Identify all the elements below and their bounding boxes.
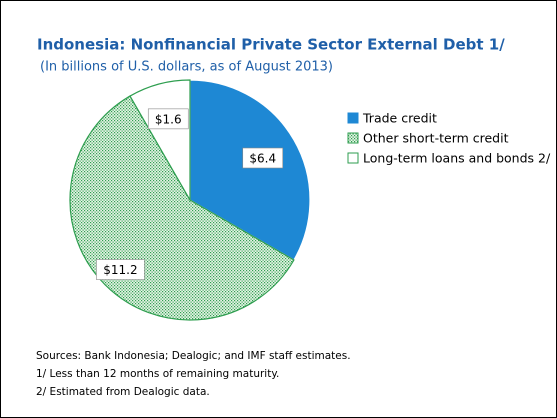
legend-swatch: [347, 112, 359, 124]
data-label-box: [147, 108, 189, 130]
data-label: $6.4: [249, 152, 276, 166]
legend-swatch: [347, 152, 359, 164]
data-label-box: [96, 259, 145, 280]
note: Sources: Bank Indonesia; Dealogic; and I…: [36, 350, 351, 362]
legend-label: Other short-term credit: [363, 131, 509, 146]
data-label: $1.6: [155, 112, 182, 126]
note: 2/ Estimated from Dealogic data.: [36, 386, 210, 398]
pie-slice: [189, 79, 311, 261]
data-label: $11.2: [103, 263, 137, 277]
data-label-box: [242, 147, 284, 169]
legend-label: Trade credit: [362, 111, 437, 126]
note: 1/ Less than 12 months of remaining matu…: [36, 368, 279, 380]
chart-title: Indonesia: Nonfinancial Private Sector E…: [37, 36, 505, 54]
legend-swatch: [347, 132, 359, 144]
chart-subtitle: (In billions of U.S. dollars, as of Augu…: [40, 60, 333, 75]
legend-label: Long-term loans and bonds 2/: [363, 151, 551, 166]
